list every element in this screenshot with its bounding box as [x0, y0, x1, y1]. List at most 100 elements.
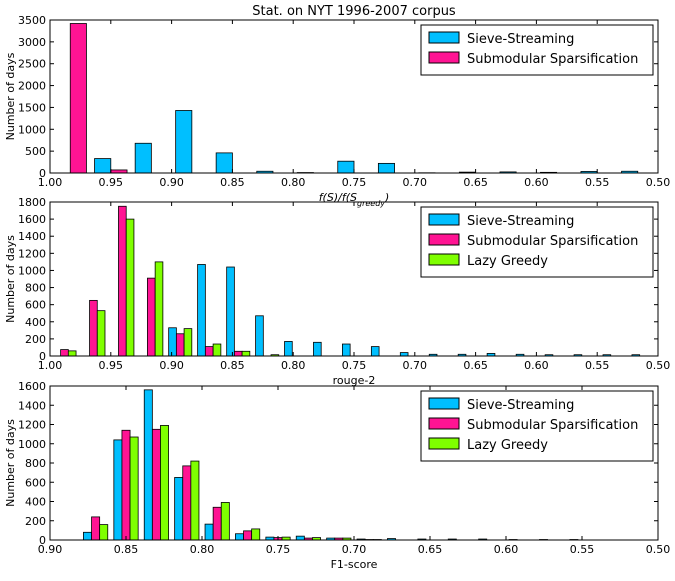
- y-tick-label: 800: [25, 282, 46, 295]
- bar-sieve-streaming: [114, 440, 122, 540]
- bar-sieve-streaming: [235, 534, 243, 540]
- bar-submodular-sparsification: [90, 300, 98, 356]
- x-tick-label: 0.55: [570, 543, 595, 556]
- legend-label: Submodular Sparsification: [467, 234, 638, 249]
- bar-sieve-streaming: [256, 316, 264, 356]
- bar-sieve-streaming: [371, 347, 379, 356]
- y-tick-label: 0: [39, 167, 46, 180]
- y-tick-label: 1200: [18, 419, 46, 432]
- bar-sieve-streaming: [296, 536, 304, 540]
- legend-label: Sieve-Streaming: [467, 32, 574, 47]
- x-tick-label: 0.90: [159, 359, 184, 372]
- x-tick-label: 0.85: [114, 543, 139, 556]
- bar-sieve-streaming: [144, 390, 152, 540]
- legend: Sieve-Streaming Submodular Sparsification: [421, 25, 653, 75]
- x-tick-label: 0.65: [463, 176, 488, 189]
- x-tick-label: 0.50: [646, 543, 671, 556]
- y-axis-label: Number of days: [4, 235, 17, 323]
- y-tick-label: 3000: [18, 36, 46, 49]
- y-tick-label: 1800: [18, 196, 46, 209]
- bar-lazy-greedy: [184, 329, 192, 356]
- bar-submodular-sparsification: [92, 517, 100, 540]
- x-tick-label: 0.70: [403, 176, 428, 189]
- bar-submodular-sparsification: [147, 278, 155, 356]
- bar-lazy-greedy: [68, 351, 76, 356]
- legend-swatch-submodular-sparsification: [429, 418, 459, 429]
- x-tick-label: 0.75: [342, 176, 367, 189]
- y-tick-label: 2000: [18, 80, 46, 93]
- x-tick-label: 0.95: [99, 176, 124, 189]
- y-tick-label: 1000: [18, 438, 46, 451]
- bar-sieve-streaming: [342, 344, 350, 356]
- legend-swatch-sieve-streaming: [429, 398, 459, 409]
- bar-sieve-streaming: [400, 353, 408, 356]
- x-tick-label: 0.70: [403, 359, 428, 372]
- bar-sieve-streaming: [176, 110, 192, 173]
- chart-title: Stat. on NYT 1996-2007 corpus: [252, 4, 456, 19]
- y-tick-label: 1600: [18, 380, 46, 393]
- x-tick-label: 0.80: [281, 176, 306, 189]
- x-tick-label: 0.85: [220, 176, 245, 189]
- bar-submodular-sparsification: [244, 531, 252, 540]
- x-tick-label: 0.75: [266, 543, 291, 556]
- x-tick-label: 0.90: [159, 176, 184, 189]
- x-tick-label: 0.55: [585, 176, 610, 189]
- bar-lazy-greedy: [160, 425, 168, 540]
- y-tick-label: 1600: [18, 213, 46, 226]
- y-axis-label: Number of days: [4, 419, 17, 507]
- y-tick-label: 500: [25, 145, 46, 158]
- bar-submodular-sparsification: [234, 351, 242, 356]
- legend-swatch-sieve-streaming: [429, 32, 459, 43]
- bar-submodular-sparsification: [61, 350, 69, 356]
- x-tick-label: 0.60: [524, 176, 549, 189]
- y-tick-label: 200: [25, 515, 46, 528]
- x-tick-label: 0.80: [190, 543, 215, 556]
- x-tick-label: 0.50: [646, 359, 671, 372]
- bar-sieve-streaming: [198, 264, 206, 356]
- y-axis-label: Number of days: [4, 52, 17, 140]
- x-tick-label: 0.85: [220, 359, 245, 372]
- bar-submodular-sparsification: [183, 466, 191, 540]
- y-tick-label: 400: [25, 316, 46, 329]
- bar-sieve-streaming: [378, 163, 394, 173]
- y-tick-label: 400: [25, 496, 46, 509]
- bar-submodular-sparsification: [70, 24, 86, 174]
- legend-label: Submodular Sparsification: [467, 52, 638, 67]
- bar-submodular-sparsification: [118, 206, 126, 356]
- legend-label: Submodular Sparsification: [467, 418, 638, 433]
- y-tick-label: 3500: [18, 14, 46, 27]
- bar-lazy-greedy: [126, 219, 134, 356]
- x-tick-label: 0.65: [418, 543, 443, 556]
- bar-sieve-streaming: [95, 159, 111, 173]
- bar-sieve-streaming: [338, 161, 354, 173]
- bar-submodular-sparsification: [205, 347, 213, 356]
- x-tick-label: 0.55: [585, 359, 610, 372]
- bar-lazy-greedy: [221, 502, 229, 540]
- bar-sieve-streaming: [227, 267, 235, 356]
- bar-lazy-greedy: [100, 525, 108, 540]
- y-tick-label: 0: [39, 534, 46, 547]
- legend-swatch-submodular-sparsification: [429, 234, 459, 245]
- y-tick-label: 1000: [18, 264, 46, 277]
- y-tick-label: 800: [25, 457, 46, 470]
- legend-swatch-lazy-greedy: [429, 438, 459, 449]
- y-tick-label: 600: [25, 476, 46, 489]
- y-tick-label: 200: [25, 333, 46, 346]
- bar-sieve-streaming: [83, 532, 91, 540]
- bar-lazy-greedy: [242, 351, 250, 356]
- bar-submodular-sparsification: [122, 430, 130, 540]
- bar-sieve-streaming: [216, 153, 232, 173]
- legend-label: Lazy Greedy: [467, 254, 548, 269]
- y-tick-label: 1400: [18, 230, 46, 243]
- y-tick-label: 1400: [18, 399, 46, 412]
- x-axis-label: F1-score: [331, 558, 378, 571]
- x-tick-label: 0.80: [281, 359, 306, 372]
- x-tick-label: 0.60: [524, 359, 549, 372]
- bar-lazy-greedy: [97, 311, 105, 356]
- bar-lazy-greedy: [252, 529, 260, 540]
- x-tick-label: 0.75: [342, 359, 367, 372]
